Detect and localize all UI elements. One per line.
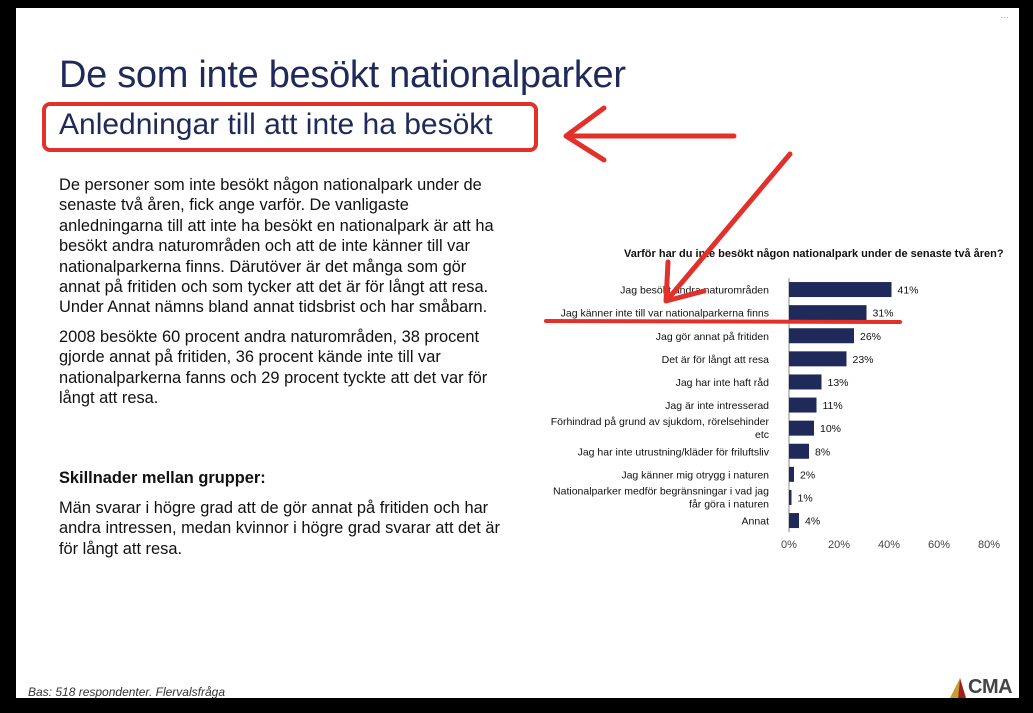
header-fragment: ...	[1000, 10, 1009, 20]
x-tick-label-1: 20%	[828, 539, 850, 551]
data-label-4: 13%	[828, 377, 849, 389]
category-label-4: Jag har inte haft råd	[676, 377, 770, 389]
bar-2	[789, 328, 854, 344]
bar-8	[789, 466, 794, 482]
x-tick-label-0: 0%	[781, 539, 797, 551]
bar-5	[789, 397, 817, 413]
data-label-10: 4%	[805, 516, 820, 528]
data-label-5: 11%	[823, 400, 843, 412]
bar-7	[789, 443, 809, 459]
data-label-3: 23%	[853, 354, 874, 366]
footnote: Bas: 518 respondenter. Flervalsfråga	[28, 685, 225, 698]
category-label-10: Annat	[742, 516, 770, 528]
category-label-1: Jag känner inte till var nationalparkern…	[561, 308, 769, 320]
category-label-2: Jag gör annat på fritiden	[656, 331, 769, 343]
bar-0	[789, 282, 892, 298]
subtitle-highlight-box	[42, 102, 538, 152]
data-label-6: 10%	[820, 423, 841, 435]
data-label-9: 1%	[798, 492, 813, 504]
data-label-8: 2%	[800, 469, 815, 481]
category-label-6: Förhindrad på grund av sjukdom, rörelseh…	[551, 416, 770, 441]
category-label-0: Jag besökt andra naturområden	[620, 285, 769, 297]
category-label-9: Nationalparker medför begränsningar i va…	[553, 485, 769, 510]
bar-6	[789, 420, 814, 436]
logo-mark-icon	[950, 678, 966, 698]
x-tick-label-2: 40%	[878, 539, 900, 551]
company-logo: CMA	[946, 676, 1019, 698]
data-label-1: 31%	[873, 308, 894, 320]
paragraph-3: Män svarar i högre grad att de gör annat…	[59, 499, 500, 558]
body-text: De personer som inte besökt någon nation…	[59, 175, 509, 417]
bar-chart: Varför har du inte besökt någon national…	[551, 248, 1004, 551]
x-tick-label-3: 60%	[928, 539, 950, 551]
category-label-3: Det är för långt att resa	[662, 354, 770, 366]
subheading: Skillnader mellan grupper:	[59, 469, 266, 487]
x-tick-label-4: 80%	[978, 539, 1000, 551]
bar-4	[789, 374, 822, 390]
bar-9	[789, 489, 792, 505]
paragraph-2: 2008 besökte 60 procent andra naturområd…	[59, 327, 488, 408]
bar-10	[789, 513, 799, 529]
slide: ... De som inte besökt nationalparker An…	[16, 8, 1019, 698]
logo-text: CMA	[968, 676, 1013, 698]
bar-3	[789, 351, 847, 367]
paragraph-1: De personer som inte besökt någon nation…	[59, 176, 494, 317]
category-label-7: Jag har inte utrustning/kläder för frilu…	[578, 446, 770, 458]
page-title: De som inte besökt nationalparker	[59, 54, 626, 96]
data-label-0: 41%	[898, 285, 919, 297]
page-subtitle: Anledningar till att inte ha besökt	[59, 108, 493, 141]
category-label-5: Jag är inte intresserad	[665, 400, 769, 412]
chart-title: Varför har du inte besökt någon national…	[624, 248, 1004, 260]
bar-1	[789, 305, 867, 321]
data-label-2: 26%	[860, 331, 881, 343]
data-label-7: 8%	[815, 446, 830, 458]
category-label-8: Jag känner mig otrygg i naturen	[621, 469, 769, 481]
